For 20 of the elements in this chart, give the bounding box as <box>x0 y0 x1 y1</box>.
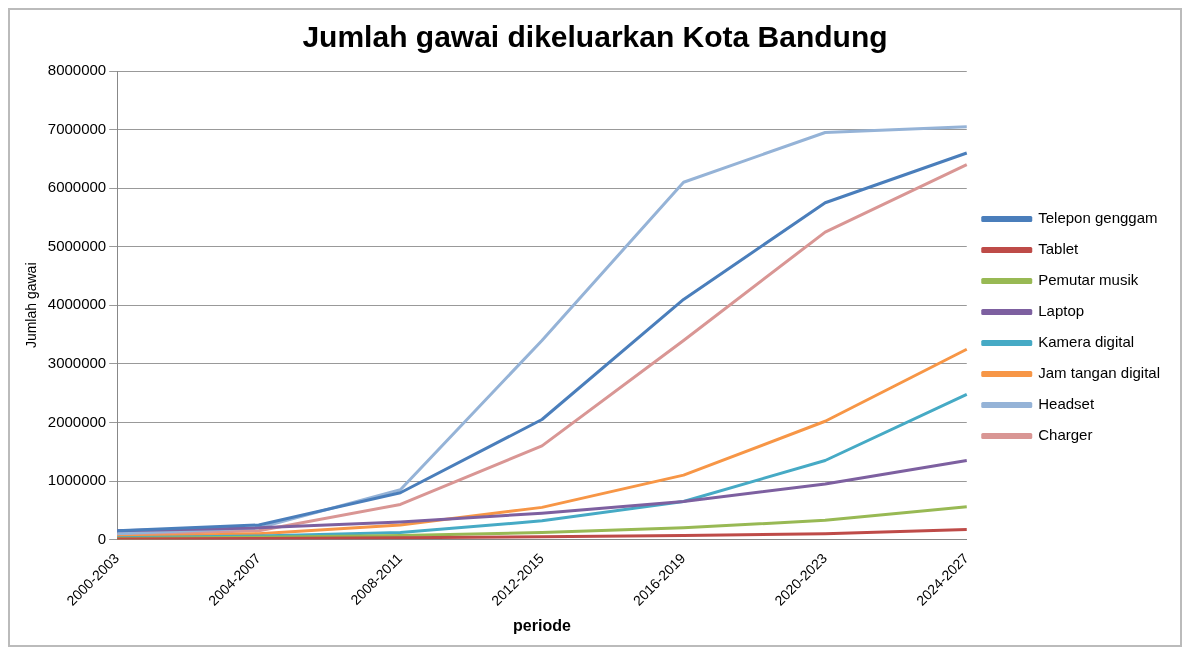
chart-title: Jumlah gawai dikeluarkan Kota Bandung <box>302 20 888 54</box>
y-tick-label: 7000000 <box>47 119 107 137</box>
y-tick-label: 6000000 <box>47 178 107 196</box>
legend-label: Headset <box>1038 395 1095 413</box>
legend-label: Telepon genggam <box>1038 209 1158 227</box>
x-axis-title: periode <box>513 616 571 634</box>
y-tick-label: 3000000 <box>47 354 107 371</box>
legend-label: Laptop <box>1038 302 1085 320</box>
y-tick-label: 0 <box>97 529 107 547</box>
legend-label: Charger <box>1038 426 1093 444</box>
y-tick-label: 4000000 <box>47 295 107 313</box>
legend-label: Kamera digital <box>1038 333 1135 351</box>
y-tick-label: 8000000 <box>47 61 107 79</box>
y-tick-label: 1000000 <box>47 471 107 489</box>
legend-label: Tablet <box>1038 240 1080 258</box>
legend-label: Jam tangan digital <box>1038 364 1161 382</box>
y-tick-label: 5000000 <box>47 236 107 254</box>
y-tick-label: 2000000 <box>47 412 107 430</box>
legend-label: Pemutar musik <box>1038 271 1139 289</box>
y-axis-title: Jumlah gawai <box>23 262 40 349</box>
